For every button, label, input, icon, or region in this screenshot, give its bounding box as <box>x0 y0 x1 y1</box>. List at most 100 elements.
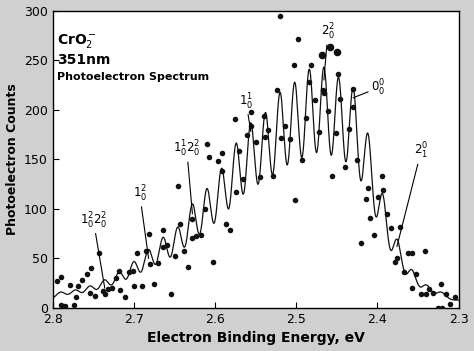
Point <box>172 253 179 259</box>
Point <box>197 232 204 238</box>
Point <box>392 259 399 265</box>
Point <box>311 97 319 103</box>
Point <box>134 250 141 256</box>
Point <box>129 269 137 274</box>
Point <box>142 249 149 254</box>
Point <box>333 49 341 55</box>
Point <box>57 274 65 280</box>
Point <box>434 305 441 311</box>
Point <box>366 215 374 220</box>
Point <box>239 177 247 182</box>
Point <box>262 135 269 140</box>
Point <box>145 231 152 237</box>
Point <box>201 206 209 212</box>
Point <box>87 265 94 271</box>
Point <box>57 302 65 307</box>
Text: 2$_1^0$: 2$_1^0$ <box>397 141 428 246</box>
Point <box>159 227 166 233</box>
Point <box>349 86 357 92</box>
Point <box>91 293 99 299</box>
Point <box>273 87 281 93</box>
Point <box>349 104 357 110</box>
Point <box>210 259 217 265</box>
Point <box>247 123 255 128</box>
Point <box>244 132 251 138</box>
Point <box>53 278 61 284</box>
Point <box>108 285 116 291</box>
Point <box>72 294 79 299</box>
Point <box>282 123 289 129</box>
Point <box>396 225 403 230</box>
Point <box>269 173 276 179</box>
Point <box>370 233 378 238</box>
Point <box>413 271 420 277</box>
Text: 1$_0^1$: 1$_0^1$ <box>239 92 253 132</box>
Point <box>276 13 284 18</box>
X-axis label: Electron Binding Energy, eV: Electron Binding Energy, eV <box>147 331 365 345</box>
Point <box>70 302 78 308</box>
Point <box>83 271 91 277</box>
Point <box>374 194 382 200</box>
Point <box>218 168 226 174</box>
Point <box>417 291 424 297</box>
Point <box>79 278 86 283</box>
Point <box>256 174 264 180</box>
Text: 1$_0^1$2$_0^2$: 1$_0^1$2$_0^2$ <box>173 139 201 214</box>
Text: 2$_0^2$: 2$_0^2$ <box>321 22 335 80</box>
Point <box>315 129 323 135</box>
Point <box>319 52 326 58</box>
Point <box>218 151 226 156</box>
Point <box>62 303 69 309</box>
Point <box>176 221 183 227</box>
Point <box>155 260 162 266</box>
Point <box>425 286 433 291</box>
Point <box>167 291 175 296</box>
Point <box>327 45 334 50</box>
Point <box>335 72 342 77</box>
Point <box>404 250 412 256</box>
Point <box>303 115 310 121</box>
Point <box>429 290 437 296</box>
Point <box>112 275 120 280</box>
Point <box>341 164 348 170</box>
Point <box>337 96 344 101</box>
Point <box>101 292 109 297</box>
Point <box>364 186 372 191</box>
Point <box>205 154 213 160</box>
Point <box>125 269 133 274</box>
Point <box>138 283 146 289</box>
Point <box>332 130 340 135</box>
Point <box>320 91 328 96</box>
Text: 1$_0^2$: 1$_0^2$ <box>133 184 148 258</box>
Point <box>193 233 201 239</box>
Point <box>184 264 192 270</box>
Point <box>203 141 211 147</box>
Point <box>400 269 408 274</box>
Point <box>235 148 243 154</box>
Point <box>146 261 154 266</box>
Point <box>264 127 272 133</box>
Point <box>291 197 299 203</box>
Point <box>163 243 171 248</box>
Point <box>324 108 331 114</box>
Point <box>117 287 124 293</box>
Text: 0$_0^0$: 0$_0^0$ <box>353 78 385 98</box>
Point <box>189 235 196 241</box>
Point <box>214 158 221 164</box>
Point <box>379 174 386 179</box>
Point <box>248 109 255 115</box>
Point <box>290 62 298 68</box>
Point <box>421 248 428 253</box>
Point <box>305 79 313 85</box>
Point <box>252 140 259 145</box>
Point <box>319 87 327 93</box>
Point <box>345 126 353 132</box>
Point <box>150 282 158 287</box>
Point <box>286 137 293 142</box>
Text: 1$_0^2$2$_0^2$: 1$_0^2$2$_0^2$ <box>80 211 107 288</box>
Point <box>277 135 285 140</box>
Point <box>232 189 240 195</box>
Point <box>159 244 167 250</box>
Point <box>307 62 314 68</box>
Point <box>121 294 128 300</box>
